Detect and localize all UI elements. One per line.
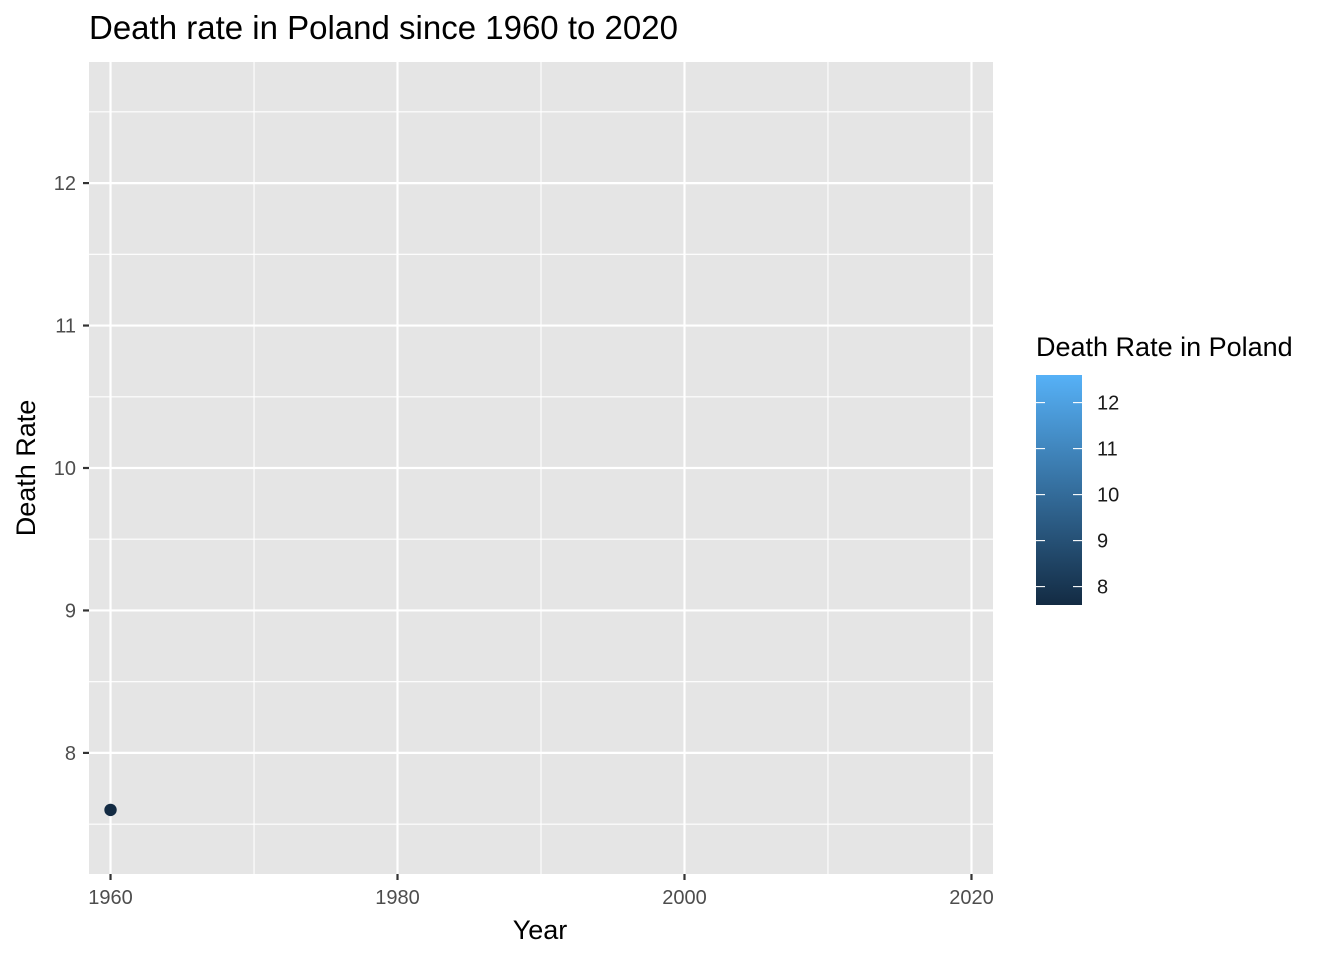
legend-title: Death Rate in Poland [1036, 332, 1293, 362]
legend-tick-label: 11 [1097, 439, 1118, 461]
chart-title: Death rate in Poland since 1960 to 2020 [89, 9, 678, 46]
y-tick-label: 11 [55, 316, 76, 338]
legend-ticks [1036, 402, 1082, 588]
legend-tick-label: 10 [1097, 485, 1119, 507]
y-tick-label: 12 [54, 173, 76, 195]
y-tick-label: 9 [65, 600, 76, 622]
data-points [104, 803, 117, 817]
legend-tick-label: 12 [1097, 393, 1119, 415]
x-tick-label: 1960 [88, 887, 133, 909]
legend-labels: 8 9 10 11 12 [1097, 393, 1119, 599]
data-point [104, 803, 117, 817]
y-tick-label: 8 [65, 743, 76, 765]
x-tick-labels: 1960 1980 2000 2020 [88, 887, 993, 909]
axis-ticks [83, 181, 973, 880]
x-tick-label: 2000 [662, 887, 707, 909]
y-axis-title: Death Rate [11, 400, 41, 537]
y-tick-label: 10 [54, 458, 76, 480]
y-tick-labels: 8 9 10 11 12 [54, 173, 76, 765]
grid-major-lines [89, 62, 993, 874]
legend-tick-label: 9 [1097, 531, 1108, 553]
legend: Death Rate in Poland 8 9 10 11 12 [1036, 332, 1293, 605]
x-tick-label: 1980 [375, 887, 420, 909]
x-tick-label: 2020 [949, 887, 994, 909]
x-axis-title: Year [513, 915, 568, 945]
legend-colorbar [1036, 375, 1082, 605]
legend-tick-label: 8 [1097, 577, 1108, 599]
